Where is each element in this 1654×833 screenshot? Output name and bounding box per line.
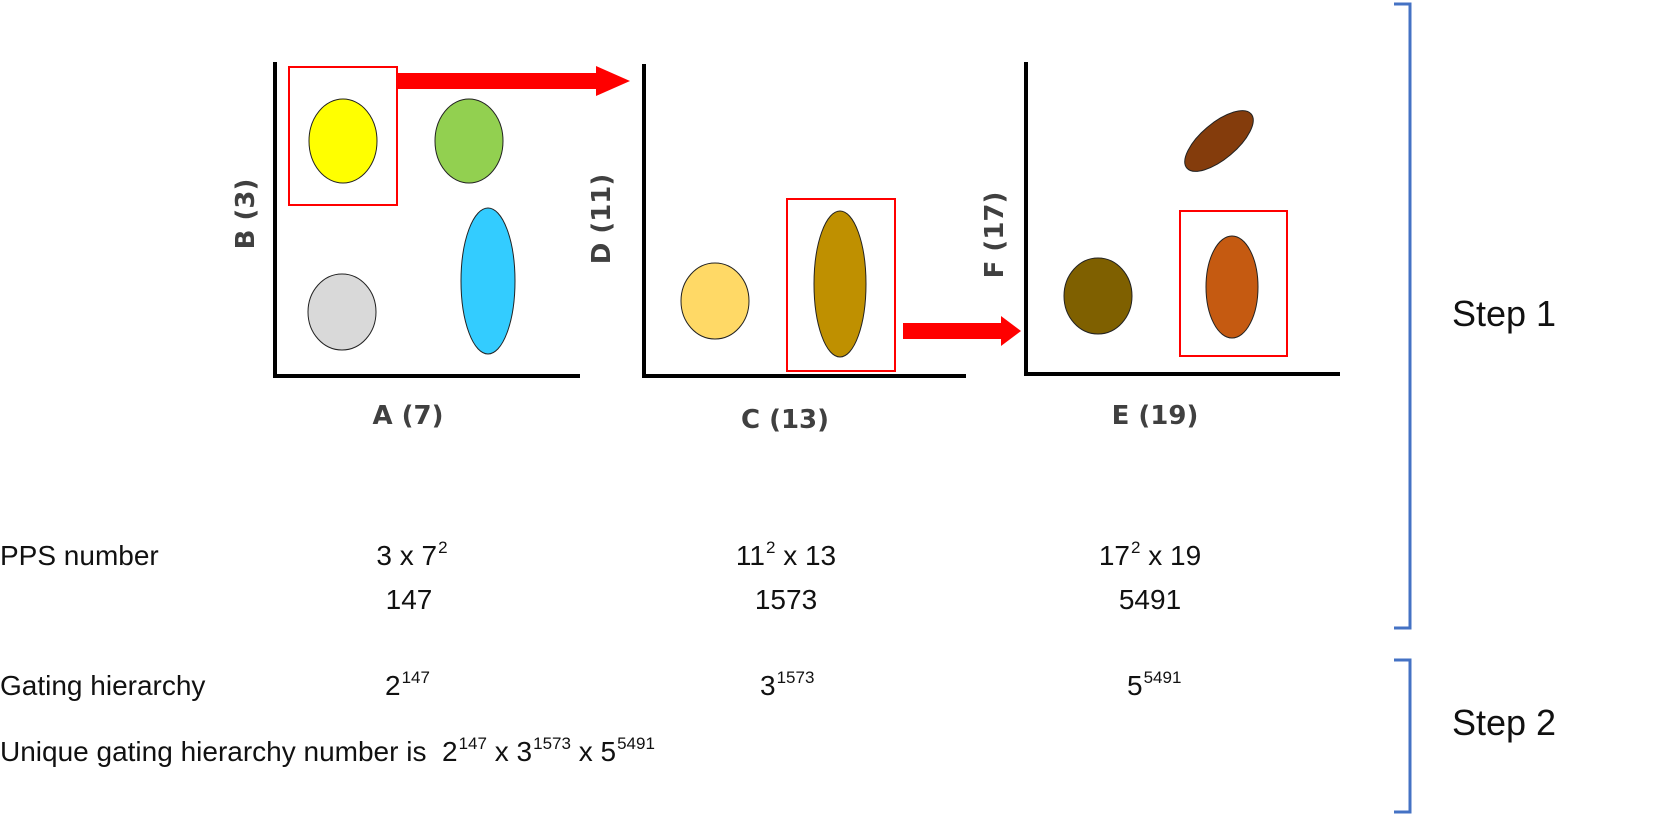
unique-term-2-exp: 1573 xyxy=(533,734,571,753)
panel-1-x-label: A (7) xyxy=(372,401,443,431)
panel-1-y-label: B (3) xyxy=(231,179,261,250)
pps-formula-1: 3 x 72 xyxy=(376,539,447,571)
population-yellow xyxy=(308,98,378,184)
population-green xyxy=(434,98,504,184)
pps-formula-3-rest: x 19 xyxy=(1140,540,1202,571)
pps-value-3: 5491 xyxy=(1118,584,1182,615)
pps-formula-3: 172 x 19 xyxy=(1098,539,1202,571)
pps-value-1: 147 xyxy=(385,584,433,615)
gate-box-3 xyxy=(1179,210,1288,357)
panel-3: E (19) F (17) xyxy=(980,62,1340,431)
unique-prefix: Unique gating hierarchy number is xyxy=(0,736,427,767)
pps-formula-2-exp: 2 xyxy=(765,538,776,557)
population-light-orange xyxy=(680,262,750,340)
panel-3-x-label: E (19) xyxy=(1112,401,1199,431)
population-gray xyxy=(307,273,377,351)
unique-term-2-base: 3 xyxy=(516,736,533,767)
gating-term-3-exp: 5491 xyxy=(1143,668,1182,687)
population-cyan xyxy=(460,207,516,355)
unique-term-3-exp: 5491 xyxy=(617,734,655,753)
unique-term-3-base: 5 xyxy=(600,736,617,767)
panel-2-y-label: D (11) xyxy=(587,174,617,265)
pps-formula-2-base: 11 xyxy=(735,540,765,571)
gating-term-2: 31573 xyxy=(760,669,814,701)
unique-separator-1: x xyxy=(494,736,509,767)
gating-term-2-exp: 1573 xyxy=(776,668,815,687)
step-2-bracket xyxy=(1394,658,1412,814)
panel-2-x-label: C (13) xyxy=(741,405,829,435)
population-dark-gold xyxy=(813,210,867,358)
gating-term-3-base: 5 xyxy=(1127,670,1143,701)
gate-box-1 xyxy=(288,66,398,206)
step-1-label: Step 1 xyxy=(1452,293,1557,334)
gating-hierarchy-label: Gating hierarchy xyxy=(0,670,206,701)
pps-formula-3-base: 17 xyxy=(1098,540,1130,571)
pps-formula-1-base: 3 x 7 xyxy=(376,540,438,571)
pps-value-2: 1573 xyxy=(754,584,818,615)
population-brown xyxy=(1184,110,1254,172)
panel-1: A (7) B (3) xyxy=(231,62,580,431)
gating-term-1-exp: 147 xyxy=(401,668,430,687)
pps-formula-2: 112 x 13 xyxy=(735,539,837,571)
gating-term-1: 2147 xyxy=(385,669,430,701)
population-rust xyxy=(1205,235,1259,339)
unique-gating-number: Unique gating hierarchy number is 2147 x… xyxy=(0,735,655,767)
step-2-label: Step 2 xyxy=(1452,702,1557,743)
unique-term-1-exp: 147 xyxy=(458,734,487,753)
gating-term-1-base: 2 xyxy=(385,670,401,701)
unique-separator-2: x xyxy=(578,736,593,767)
pps-formula-3-exp: 2 xyxy=(1130,538,1141,557)
arrow-2 xyxy=(903,316,1021,346)
gating-term-3: 55491 xyxy=(1127,669,1181,701)
population-dark-brown xyxy=(1063,257,1133,335)
pps-formula-2-rest: x 13 xyxy=(775,540,837,571)
pps-number-label: PPS number xyxy=(0,540,159,571)
arrow-1 xyxy=(398,66,630,96)
gate-box-2 xyxy=(786,198,896,372)
step-1-bracket xyxy=(1394,2,1412,630)
panel-2: C (13) D (11) xyxy=(587,64,966,435)
pps-formula-1-exp: 2 xyxy=(438,538,448,557)
panel-3-y-label: F (17) xyxy=(980,192,1010,279)
unique-term-1-base: 2 xyxy=(442,736,458,767)
gating-term-2-base: 3 xyxy=(760,670,776,701)
